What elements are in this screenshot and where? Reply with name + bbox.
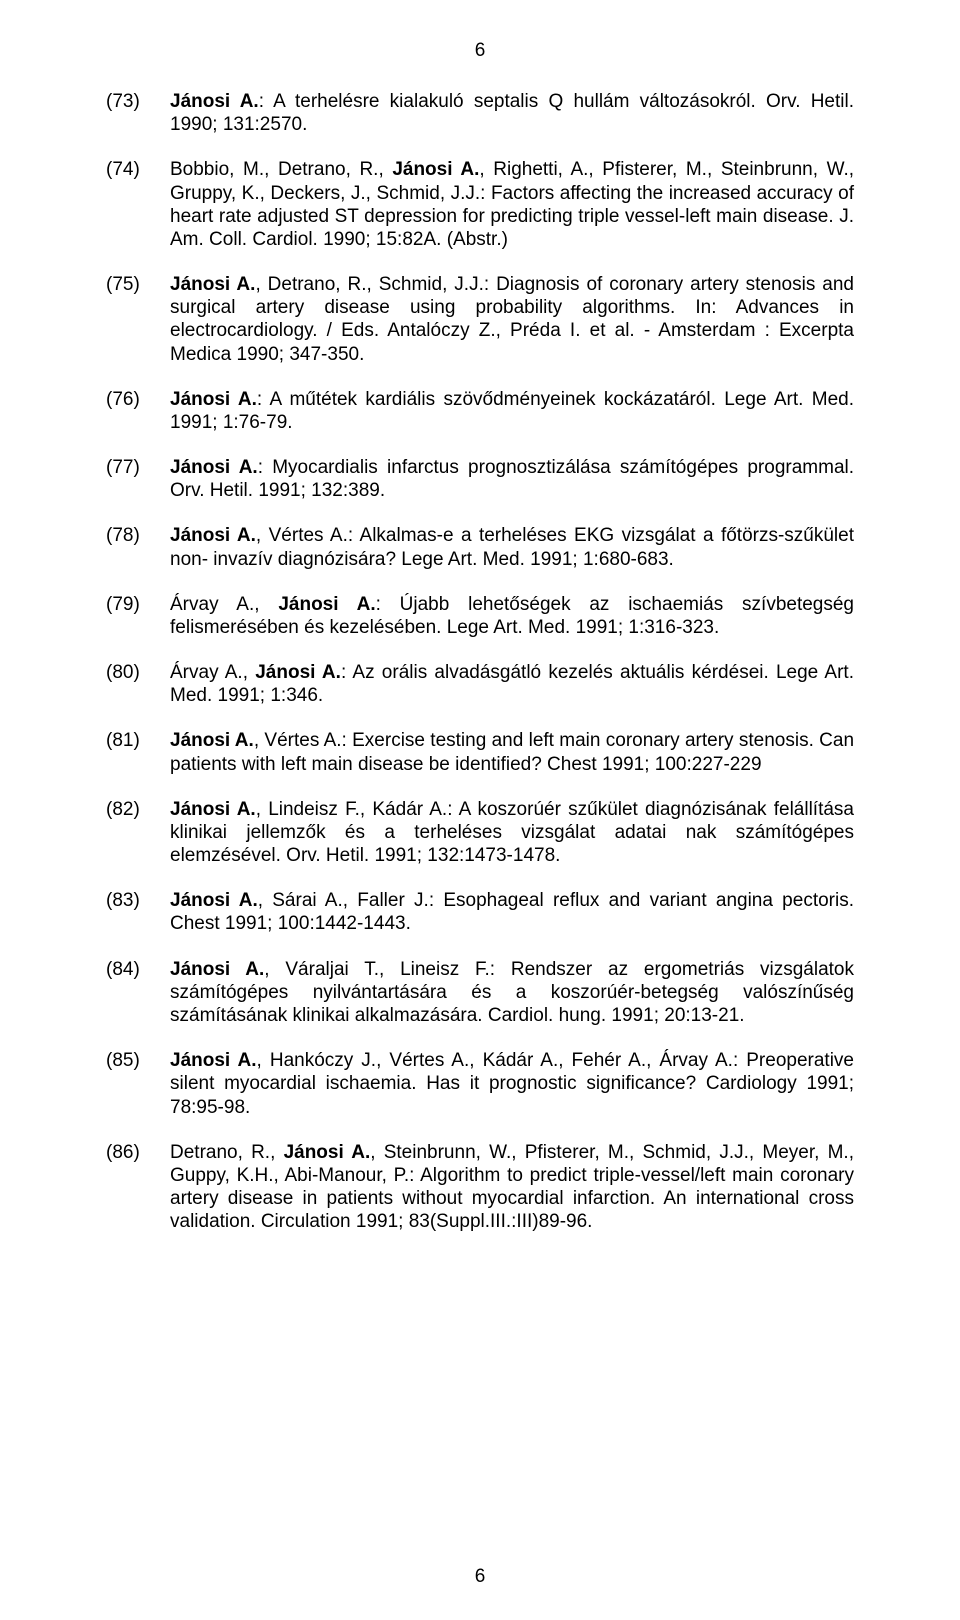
entry-body: Jánosi A.: A műtétek kardiális szövődmén… <box>170 388 854 434</box>
bibliography-entry: (83)Jánosi A., Sárai A., Faller J.: Esop… <box>106 889 854 935</box>
bibliography-entry: (75)Jánosi A., Detrano, R., Schmid, J.J.… <box>106 273 854 366</box>
entry-body: Jánosi A., Váraljai T., Lineisz F.: Rend… <box>170 958 854 1028</box>
author-highlight: Jánosi A. <box>170 1050 257 1071</box>
bibliography-entry: (78)Jánosi A., Vértes A.: Alkalmas-e a t… <box>106 524 854 570</box>
entry-number: (79) <box>106 593 170 639</box>
author-highlight: Jánosi A. <box>170 799 256 820</box>
entry-body: Jánosi A.: Myocardialis infarctus progno… <box>170 456 854 502</box>
entry-number: (78) <box>106 524 170 570</box>
entry-number: (77) <box>106 456 170 502</box>
entry-number: (85) <box>106 1049 170 1119</box>
entry-number: (86) <box>106 1141 170 1234</box>
entry-body: Bobbio, M., Detrano, R., Jánosi A., Righ… <box>170 158 854 251</box>
entry-body: Árvay A., Jánosi A.: Újabb lehetőségek a… <box>170 593 854 639</box>
entry-text: Bobbio, M., Detrano, R., <box>170 159 392 180</box>
entry-text: : A műtétek kardiális szövődményeinek ko… <box>170 389 854 433</box>
entry-number: (73) <box>106 90 170 136</box>
entry-number: (74) <box>106 158 170 251</box>
bibliography-entry: (74)Bobbio, M., Detrano, R., Jánosi A., … <box>106 158 854 251</box>
entry-body: Jánosi A., Vértes A.: Exercise testing a… <box>170 729 854 775</box>
entry-text: , Lindeisz F., Kádár A.: A koszorúér szű… <box>170 799 854 866</box>
entry-body: Jánosi A., Vértes A.: Alkalmas-e a terhe… <box>170 524 854 570</box>
author-highlight: Jánosi A. <box>278 594 375 615</box>
entry-body: Árvay A., Jánosi A.: Az orális alvadásgá… <box>170 661 854 707</box>
bibliography-entry: (73)Jánosi A.: A terhelésre kialakuló se… <box>106 90 854 136</box>
author-highlight: Jánosi A. <box>392 159 479 180</box>
document-page: 6 (73)Jánosi A.: A terhelésre kialakuló … <box>0 0 960 1620</box>
author-highlight: Jánosi A. <box>284 1142 371 1163</box>
bibliography-entry: (79)Árvay A., Jánosi A.: Újabb lehetőség… <box>106 593 854 639</box>
bibliography-entry: (84)Jánosi A., Váraljai T., Lineisz F.: … <box>106 958 854 1028</box>
author-highlight: Jánosi A. <box>170 730 254 751</box>
bibliography-entry: (85)Jánosi A., Hankóczy J., Vértes A., K… <box>106 1049 854 1119</box>
author-highlight: Jánosi A. <box>170 457 258 478</box>
bibliography-list: (73)Jánosi A.: A terhelésre kialakuló se… <box>106 90 854 1233</box>
bibliography-entry: (86)Detrano, R., Jánosi A., Steinbrunn, … <box>106 1141 854 1234</box>
entry-text: Detrano, R., <box>170 1142 284 1163</box>
author-highlight: Jánosi A. <box>170 274 255 295</box>
page-number-bottom: 6 <box>0 1566 960 1588</box>
entry-body: Jánosi A., Sárai A., Faller J.: Esophage… <box>170 889 854 935</box>
bibliography-entry: (82)Jánosi A., Lindeisz F., Kádár A.: A … <box>106 798 854 868</box>
author-highlight: Jánosi A. <box>170 389 257 410</box>
entry-text: , Váraljai T., Lineisz F.: Rendszer az e… <box>170 959 854 1026</box>
entry-text: Árvay A., <box>170 662 255 683</box>
entry-text: : Myocardialis infarctus prognosztizálás… <box>170 457 854 501</box>
page-number-top: 6 <box>106 40 854 62</box>
entry-text: , Sárai A., Faller J.: Esophageal reflux… <box>170 890 854 934</box>
entry-text: , Hankóczy J., Vértes A., Kádár A., Fehé… <box>170 1050 854 1117</box>
entry-number: (83) <box>106 889 170 935</box>
bibliography-entry: (76)Jánosi A.: A műtétek kardiális szövő… <box>106 388 854 434</box>
entry-number: (80) <box>106 661 170 707</box>
author-highlight: Jánosi A. <box>170 959 264 980</box>
bibliography-entry: (77)Jánosi A.: Myocardialis infarctus pr… <box>106 456 854 502</box>
entry-number: (84) <box>106 958 170 1028</box>
entry-text: , Vértes A.: Alkalmas-e a terheléses EKG… <box>170 525 854 569</box>
entry-body: Jánosi A., Lindeisz F., Kádár A.: A kosz… <box>170 798 854 868</box>
entry-body: Jánosi A., Detrano, R., Schmid, J.J.: Di… <box>170 273 854 366</box>
entry-number: (81) <box>106 729 170 775</box>
entry-text: , Vértes A.: Exercise testing and left m… <box>170 730 854 774</box>
bibliography-entry: (81)Jánosi A., Vértes A.: Exercise testi… <box>106 729 854 775</box>
bibliography-entry: (80)Árvay A., Jánosi A.: Az orális alvad… <box>106 661 854 707</box>
entry-text: , Detrano, R., Schmid, J.J.: Diagnosis o… <box>170 274 854 365</box>
entry-body: Jánosi A., Hankóczy J., Vértes A., Kádár… <box>170 1049 854 1119</box>
author-highlight: Jánosi A. <box>170 91 259 112</box>
entry-body: Detrano, R., Jánosi A., Steinbrunn, W., … <box>170 1141 854 1234</box>
author-highlight: Jánosi A. <box>170 890 258 911</box>
entry-text: Árvay A., <box>170 594 278 615</box>
entry-number: (82) <box>106 798 170 868</box>
entry-body: Jánosi A.: A terhelésre kialakuló septal… <box>170 90 854 136</box>
entry-text: : A terhelésre kialakuló septalis Q hull… <box>170 91 854 135</box>
entry-number: (75) <box>106 273 170 366</box>
author-highlight: Jánosi A. <box>170 525 256 546</box>
entry-number: (76) <box>106 388 170 434</box>
author-highlight: Jánosi A. <box>255 662 341 683</box>
